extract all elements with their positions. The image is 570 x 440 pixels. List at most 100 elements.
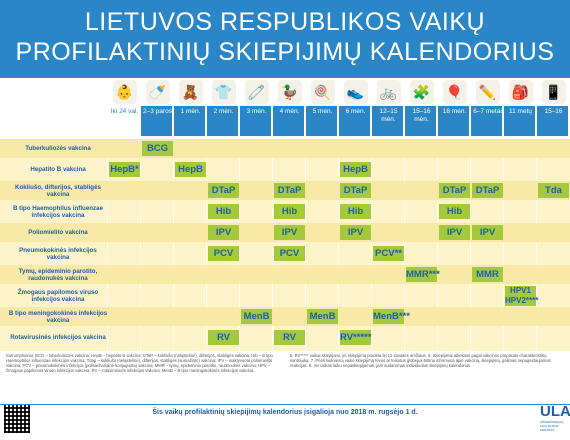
column-divider: [503, 139, 504, 351]
vaccine-name: Rotavirusinės infekcijos vakcina: [10, 334, 106, 341]
footnotes-right: 5. RV***** vaikai skiepijami, jei skiepi…: [290, 353, 551, 368]
backpack-icon: 🎒: [508, 80, 533, 104]
puzzle-icon: 🧩: [409, 80, 434, 104]
age-column-3: 👕 2 mėn.: [207, 78, 240, 138]
age-column-12: 🎒 11 metų: [504, 78, 537, 138]
vaccine-name: Žmogaus papilomos viruso infekcijos vakc…: [17, 288, 99, 303]
vaccine-dose: Hib: [340, 204, 371, 219]
shirt-icon: 👕: [211, 80, 236, 104]
age-column-0: 👶 Iki 24 val.: [108, 78, 141, 138]
vaccine-name: B tipo Haemophilus influenzae infekcijos…: [12, 204, 104, 219]
column-divider: [338, 139, 339, 351]
vaccine-name: Poliomielito vakcina: [28, 229, 88, 236]
age-label: 2 mėn.: [213, 108, 234, 115]
column-divider: [272, 139, 273, 351]
vaccine-name: Kokliušo, difterijos, stabligės vakcina: [15, 183, 101, 198]
vaccine-dose: HepB: [340, 162, 371, 177]
shoe-icon: 👟: [343, 80, 368, 104]
age-label: 15–16 mėn.: [412, 108, 431, 123]
age-strip: [405, 106, 436, 136]
age-column-11: ✏️ 6–7 metai: [471, 78, 504, 138]
column-divider: [404, 139, 405, 351]
vaccine-dose: Tda: [538, 183, 569, 198]
qr-code: [4, 405, 30, 433]
vaccine-dose: MMR: [472, 267, 503, 282]
age-label: 18 mėn.: [442, 108, 467, 115]
column-divider: [206, 139, 207, 351]
vaccine-dose: IPV: [340, 225, 371, 240]
vaccine-dose: MenB***: [373, 309, 410, 324]
age-strip: [108, 106, 139, 136]
effective-date-note: Šis vaikų profilaktinių skiepijimų kalen…: [152, 409, 418, 416]
vaccine-dose: RV: [274, 330, 305, 345]
age-column-8: 🚲 12–15 mėn.: [372, 78, 405, 138]
age-column-1: 🍼 2–3 paros: [141, 78, 174, 138]
column-divider: [536, 139, 537, 351]
column-divider: [173, 139, 174, 351]
column-divider: [470, 139, 471, 351]
vaccine-dose: PCV: [274, 246, 305, 261]
vaccine-row: Žmogaus papilomos viruso infekcijos vakc…: [0, 286, 570, 306]
pin-icon: 🧷: [244, 80, 269, 104]
vaccine-dose: DTaP: [208, 183, 239, 198]
vaccine-dose: PCV**: [373, 246, 404, 261]
pencil-icon: ✏️: [475, 80, 500, 104]
vaccine-row: Tuberkuliozės vakcina BCG: [0, 139, 570, 158]
column-divider: [305, 139, 306, 351]
ulac-logo: ULAC: [540, 403, 570, 420]
age-strip: [372, 106, 403, 136]
vaccine-row: Poliomielito vakcina IPV IPV IPV IPV IPV: [0, 223, 570, 242]
age-label: 5 mėn.: [312, 108, 333, 115]
lollipop-icon: 🍭: [310, 80, 335, 104]
age-column-2: 🧸 1 mėn.: [174, 78, 207, 138]
age-strip: [273, 106, 304, 136]
vaccine-dose: IPV: [439, 225, 470, 240]
vaccine-dose: HPV1: [505, 286, 536, 296]
column-divider: [437, 139, 438, 351]
balloon-icon: 🎈: [442, 80, 467, 104]
age-label: 15–16: [544, 108, 563, 115]
vaccine-dose: MMR***: [406, 267, 440, 282]
age-label: 4 mėn.: [279, 108, 300, 115]
vaccine-row: Hepatito B vakcina HepB* HepB HepB: [0, 160, 570, 179]
vaccine-row: Kokliušo, difterijos, stabligės vakcina D…: [0, 181, 570, 200]
column-divider: [140, 139, 141, 351]
footer-divider: [0, 404, 570, 405]
vaccine-row: B tipo meningokokinės infekcijos vakcina…: [0, 307, 570, 326]
vaccine-dose: PCV: [208, 246, 239, 261]
bike-icon: 🚲: [376, 80, 401, 104]
age-header: 👶 Iki 24 val. 🍼 2–3 paros 🧸 1 mėn. 👕 2 mėn. 🧷 3 m…: [0, 78, 570, 138]
vaccine-dose: DTaP: [340, 183, 371, 198]
age-column-5: 🦆 4 mėn.: [273, 78, 306, 138]
vaccine-dose: HepB: [175, 162, 206, 177]
vaccine-dose: IPV: [472, 225, 503, 240]
age-label: 2–3 paros: [143, 108, 172, 115]
teddy-icon: 🧸: [178, 80, 203, 104]
duck-icon: 🦆: [277, 80, 302, 104]
vaccine-dose: MenB: [307, 309, 338, 324]
vaccine-dose: Hib: [274, 204, 305, 219]
vaccine-name: B tipo meningokokinės infekcijos vakcina: [8, 309, 108, 324]
vaccine-name: Tuberkuliozės vakcina: [25, 145, 91, 152]
vaccine-dose: DTaP: [472, 183, 503, 198]
age-label: 12–15 mėn.: [379, 108, 398, 123]
vaccine-row: Tymų, epideminio parotito, raudonukės va…: [0, 265, 570, 284]
phone-icon: 📱: [541, 80, 566, 104]
column-divider: [107, 139, 108, 351]
vaccine-dose: HepB*: [109, 162, 140, 177]
age-strip: [471, 106, 502, 136]
age-label: Iki 24 val.: [110, 108, 139, 115]
age-label: 6 mėn.: [345, 108, 366, 115]
age-column-9: 🧩 15–16 mėn.: [405, 78, 438, 138]
page-title-line-1: LIETUVOS RESPUBLIKOS VAIKŲ: [84, 8, 486, 36]
age-strip: [537, 106, 568, 136]
vaccine-name: Pneumokokinės infekcijos vakcina: [19, 246, 97, 261]
vaccine-dose: DTaP: [274, 183, 305, 198]
schedule-grid: Tuberkuliozės vakcina BCG Hepatito B vakci…: [0, 139, 570, 351]
vaccine-dose: MenB: [241, 309, 272, 324]
vaccine-dose: HPV2****: [505, 296, 539, 306]
age-label: 1 mėn.: [180, 108, 201, 115]
vaccine-dose: IPV: [274, 225, 305, 240]
vaccine-row: Rotavirusinės infekcijos vakcina RV RV RV**…: [0, 328, 570, 347]
vaccine-name: Tymų, epideminio parotito, raudonukės va…: [18, 267, 98, 282]
